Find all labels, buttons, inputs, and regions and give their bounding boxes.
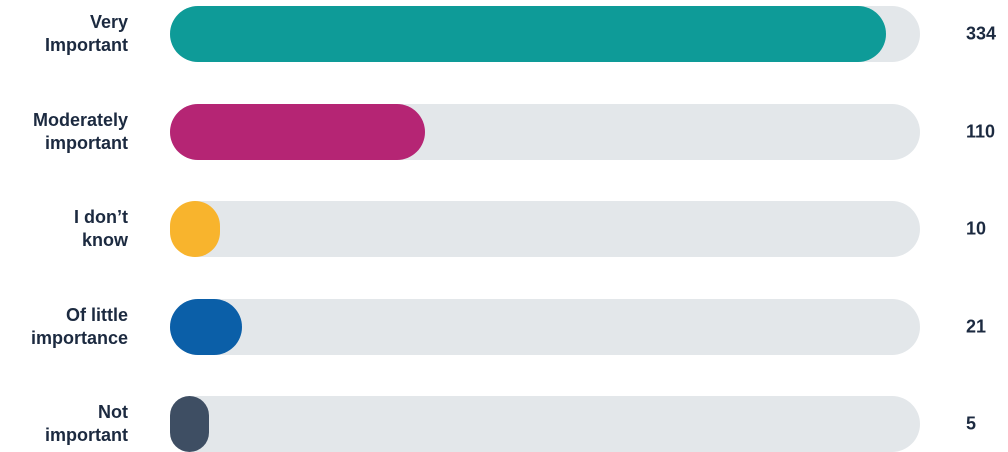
- bar-track: [170, 396, 920, 452]
- category-label: Very Important: [45, 12, 128, 55]
- bar: [170, 201, 220, 257]
- value-label: 21: [966, 316, 987, 336]
- bar-track: [170, 298, 920, 355]
- bar-track: [170, 103, 920, 160]
- value-label: 334: [966, 23, 997, 44]
- value-label: 5: [966, 413, 977, 434]
- category-label: Not important: [45, 402, 128, 445]
- category-label: Moderately important: [32, 109, 128, 153]
- bar: [170, 298, 243, 355]
- value-label: 10: [966, 218, 987, 239]
- bar: [170, 396, 210, 452]
- category-label: Of little importance: [30, 304, 128, 348]
- bar-track: [170, 6, 920, 62]
- category-label: I don’t know: [74, 207, 128, 250]
- bar: [170, 103, 426, 160]
- bar: [170, 6, 886, 62]
- bar-track: [170, 201, 920, 257]
- value-label: 110: [966, 121, 996, 141]
